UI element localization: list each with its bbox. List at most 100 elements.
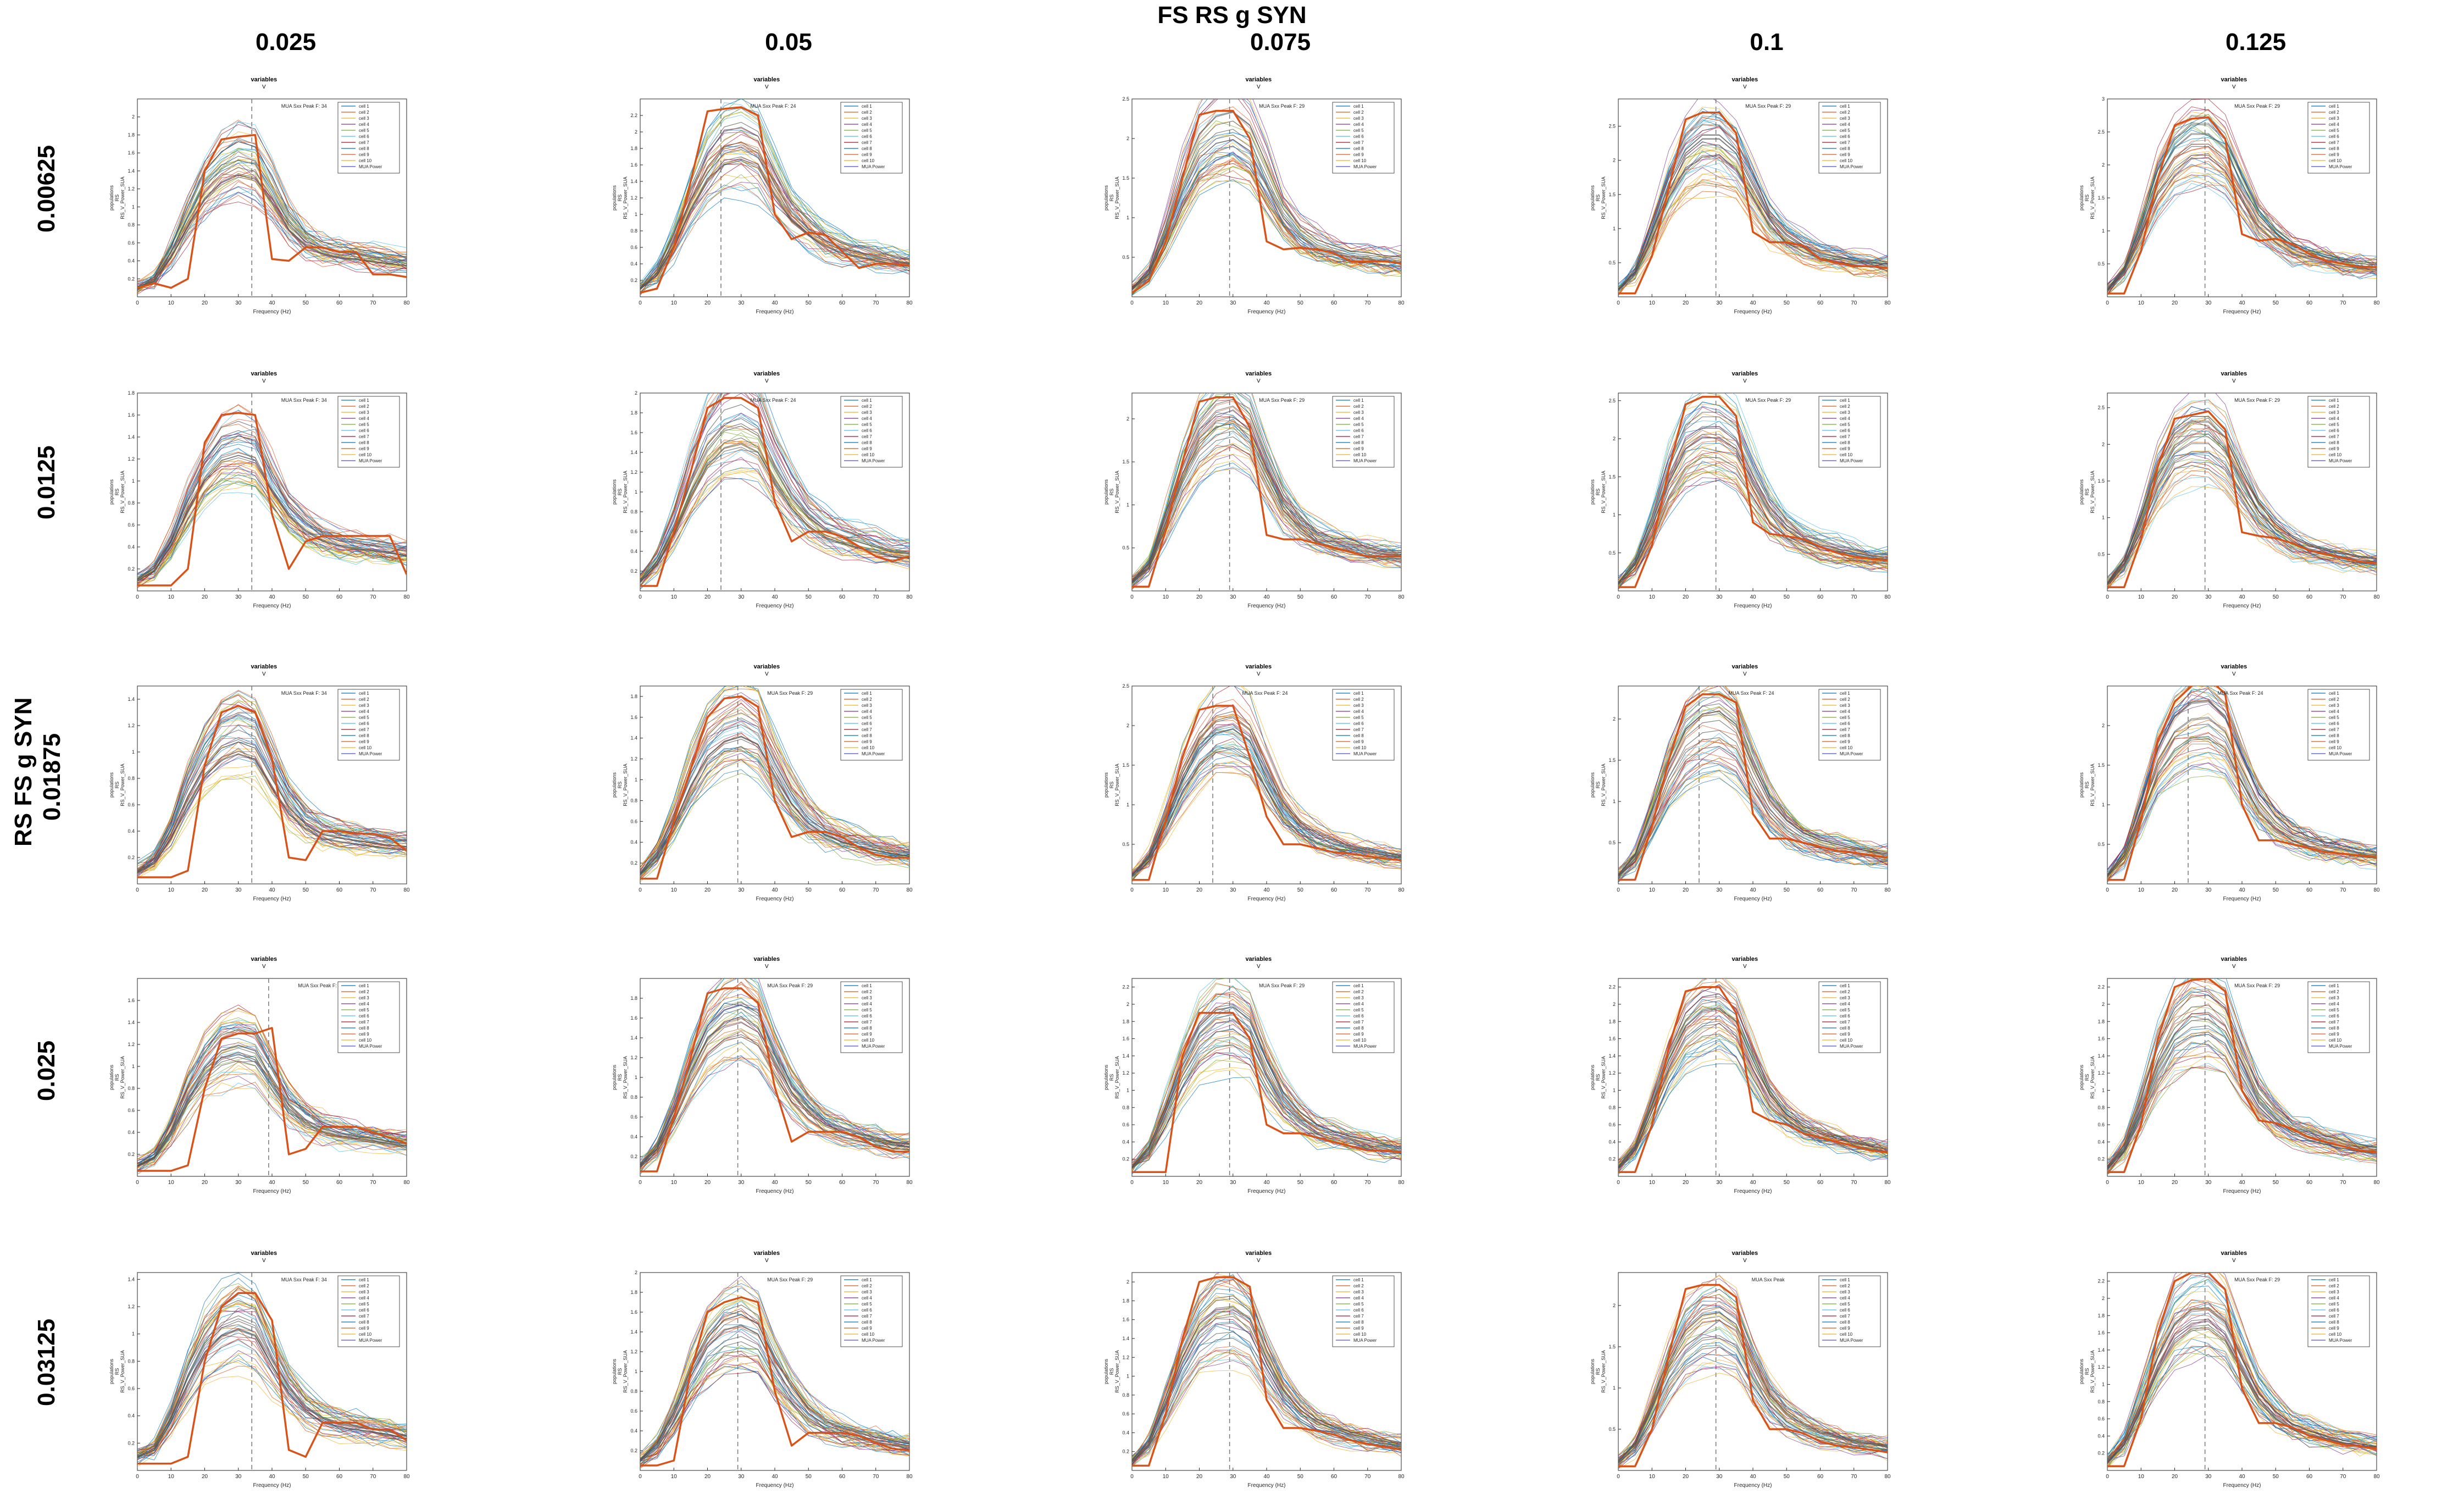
y-axis-label: populations [109,1358,114,1384]
cell-trace [137,776,407,878]
legend-entry: cell 9 [1353,1326,1364,1331]
x-tick-label: 10 [168,1474,175,1480]
cell-trace [2107,158,2377,291]
legend-entry: cell 5 [1840,1302,1850,1307]
x-tick-label: 80 [403,594,410,600]
cell-trace [137,1354,407,1461]
x-tick-label: 50 [1784,887,1790,893]
peak-annotation: MUA Sxx Peak F: 29 [1259,397,1305,403]
subplot-title: variables [753,370,780,377]
y-axis-label: RS [1109,195,1114,202]
legend-entry: cell 10 [1353,158,1367,163]
y-tick-label: 1 [1126,502,1129,507]
y-tick-label: 2 [1126,416,1129,422]
y-tick-label: 2 [1613,1303,1616,1308]
legend-entry: cell 9 [1840,1032,1850,1037]
cell-trace [1618,464,1888,582]
legend-entry: cell 7 [2329,1314,2339,1319]
cell-trace [137,159,407,289]
y-tick-label: 0.4 [2097,1139,2105,1144]
legend-entry: cell 9 [359,152,369,157]
x-tick-label: 10 [1163,300,1169,306]
cell-trace [1132,432,1401,583]
y-tick-label: 1.5 [1608,757,1616,763]
cell-trace [640,1371,909,1468]
y-axis-label: RS_V_Power_SUA [2090,471,2095,513]
x-tick-label: 30 [1230,300,1236,306]
peak-annotation: MUA Sxx Peak F: 34 [281,397,327,403]
y-tick-label: 2 [2102,1296,2105,1301]
legend-entry: cell 5 [1353,128,1364,133]
legend-entry: cell 4 [1353,1296,1364,1301]
cell-trace [1132,1007,1401,1167]
legend-entry: cell 9 [862,446,872,451]
x-tick-label: 30 [1230,1474,1236,1480]
x-tick-label: 10 [671,887,678,893]
y-axis-label: populations [109,772,114,798]
cell-traces [1132,978,1401,1175]
x-tick-label: 10 [1163,594,1169,600]
legend-entry: cell 8 [359,1026,369,1031]
legend-entry: cell 1 [1840,1277,1850,1282]
legend-entry: cell 4 [1353,709,1364,714]
column-label: 0.05 [765,29,812,56]
legend-entry: cell 1 [862,104,872,109]
cell-trace [1618,451,1888,585]
cell-trace [640,1037,909,1170]
x-tick-label: 70 [370,1180,376,1186]
y-tick-label: 0.5 [1608,550,1616,556]
y-axis-label: RS_V_Power_SUA [623,764,628,806]
cell-trace [640,149,909,290]
x-tick-label: 40 [2239,1180,2245,1186]
y-axis-label: RS_V_Power_SUA [1114,764,1120,806]
cell-trace [1132,139,1401,290]
subplot-title: variables [2221,663,2247,670]
cell-trace [137,131,407,283]
subplot-subtitle: V [1257,1258,1261,1264]
x-tick-label: 60 [2306,300,2313,306]
x-tick-label: 30 [2205,594,2212,600]
cell-trace [137,405,407,579]
subplot: variables V 0 10 20 30 40 50 60 70 80 Frequency (Hz… [607,71,1003,330]
cell-trace [1132,393,1401,581]
x-tick-label: 60 [2306,887,2313,893]
y-tick-label: 1.2 [1608,1070,1616,1076]
y-tick-label: 2 [1126,136,1129,141]
legend-entry: cell 10 [2329,158,2342,163]
legend-entry: cell 6 [1353,721,1364,726]
subplot: variables V 0 10 20 30 40 50 60 70 80 Frequency (Hz… [104,659,500,917]
x-tick-label: 30 [235,594,242,600]
legend-entry: cell 9 [1353,1032,1364,1037]
y-tick-label: 1.4 [630,735,637,741]
cell-trace [2107,1034,2377,1169]
cell-trace [640,724,909,874]
legend-entry: cell 7 [1840,1020,1850,1025]
x-tick-label: 50 [2273,887,2279,893]
y-tick-label: 3 [2102,96,2105,102]
y-tick-label: 1.4 [1608,1053,1616,1059]
cell-trace [1132,1014,1401,1168]
legend-entry: cell 8 [2329,146,2339,151]
cell-trace [1618,1362,1888,1463]
y-axis-label: RS_V_Power_SUA [2090,764,2095,806]
subplot-subtitle: V [765,84,769,90]
x-tick-label: 20 [2172,300,2178,306]
y-tick-label: 1 [635,1369,637,1374]
row-label: 0.01875 [38,733,65,821]
y-axis-label: RS [617,195,623,202]
legend-entry: cell 3 [1353,1290,1364,1295]
legend-entry: cell 6 [2329,134,2339,139]
y-tick-label: 0.8 [2097,1105,2105,1110]
legend-entry: MUA Power [359,1044,382,1049]
y-tick-label: 0.2 [127,855,135,860]
legend-entry: cell 5 [359,422,369,427]
legend-entry: cell 2 [1353,1284,1364,1288]
x-tick-label: 20 [1196,887,1203,893]
y-axis-label: RS_V_Power_SUA [1114,1350,1120,1393]
legend-entry: cell 8 [1840,1026,1850,1031]
y-tick-label: 1.4 [1122,1336,1129,1341]
x-tick-label: 40 [772,887,778,893]
x-tick-label: 20 [704,300,711,306]
x-tick-label: 80 [403,300,410,306]
